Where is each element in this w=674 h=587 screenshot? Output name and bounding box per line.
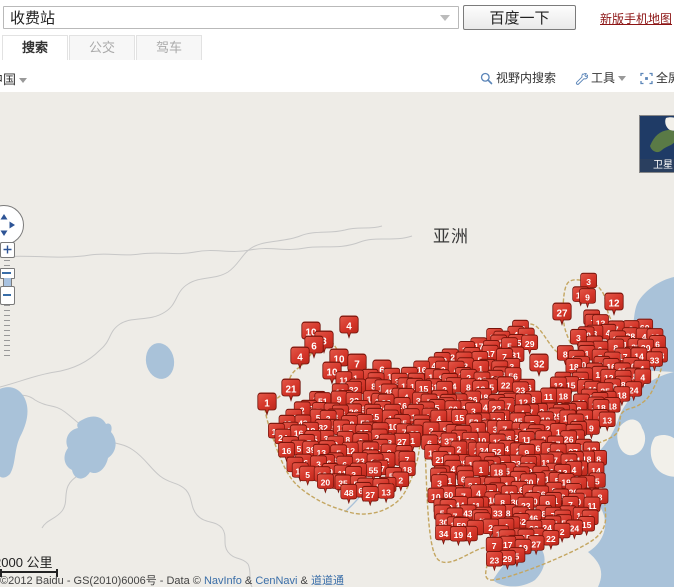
svg-text:4: 4 xyxy=(467,530,472,540)
svg-text:20: 20 xyxy=(321,478,331,488)
svg-text:4: 4 xyxy=(346,322,352,333)
svg-text:15: 15 xyxy=(455,413,465,423)
svg-text:27: 27 xyxy=(557,309,568,320)
svg-text:24: 24 xyxy=(570,524,580,534)
svg-text:55: 55 xyxy=(369,466,379,476)
svg-text:9: 9 xyxy=(589,424,594,434)
svg-text:1: 1 xyxy=(410,436,415,446)
svg-text:21: 21 xyxy=(286,385,297,396)
svg-text:26: 26 xyxy=(564,434,574,444)
svg-text:22: 22 xyxy=(501,381,511,391)
svg-text:18: 18 xyxy=(559,392,569,402)
svg-text:1: 1 xyxy=(479,465,484,475)
svg-text:12: 12 xyxy=(609,299,620,310)
svg-text:4: 4 xyxy=(640,373,645,383)
svg-text:4: 4 xyxy=(504,444,509,454)
svg-text:7: 7 xyxy=(354,360,360,371)
svg-text:2: 2 xyxy=(457,445,462,455)
svg-text:27: 27 xyxy=(365,490,375,500)
svg-text:16: 16 xyxy=(282,446,292,456)
svg-text:3: 3 xyxy=(586,277,591,287)
svg-text:23: 23 xyxy=(490,555,500,565)
svg-text:2: 2 xyxy=(560,527,565,537)
svg-text:33: 33 xyxy=(493,509,503,519)
svg-text:24: 24 xyxy=(629,385,639,395)
svg-text:5: 5 xyxy=(595,477,600,487)
svg-text:13: 13 xyxy=(602,416,612,426)
svg-text:9: 9 xyxy=(585,292,590,302)
svg-text:34: 34 xyxy=(439,529,449,539)
svg-text:13: 13 xyxy=(381,487,391,497)
svg-text:5: 5 xyxy=(297,444,302,454)
svg-text:29: 29 xyxy=(525,339,535,349)
svg-text:11: 11 xyxy=(544,392,553,402)
svg-text:22: 22 xyxy=(546,534,556,544)
svg-text:33: 33 xyxy=(650,356,660,366)
svg-text:6: 6 xyxy=(536,444,541,454)
svg-text:7: 7 xyxy=(492,541,497,551)
svg-text:29: 29 xyxy=(503,554,513,564)
svg-text:27: 27 xyxy=(531,539,541,549)
svg-text:6: 6 xyxy=(311,342,317,353)
svg-text:1: 1 xyxy=(264,399,270,410)
svg-text:15: 15 xyxy=(582,520,592,530)
svg-text:5: 5 xyxy=(305,470,310,480)
svg-text:19: 19 xyxy=(454,530,464,540)
svg-text:32: 32 xyxy=(534,360,545,371)
svg-text:4: 4 xyxy=(297,353,303,364)
svg-text:48: 48 xyxy=(344,488,354,498)
svg-text:2: 2 xyxy=(398,476,403,486)
svg-text:8: 8 xyxy=(563,349,568,359)
